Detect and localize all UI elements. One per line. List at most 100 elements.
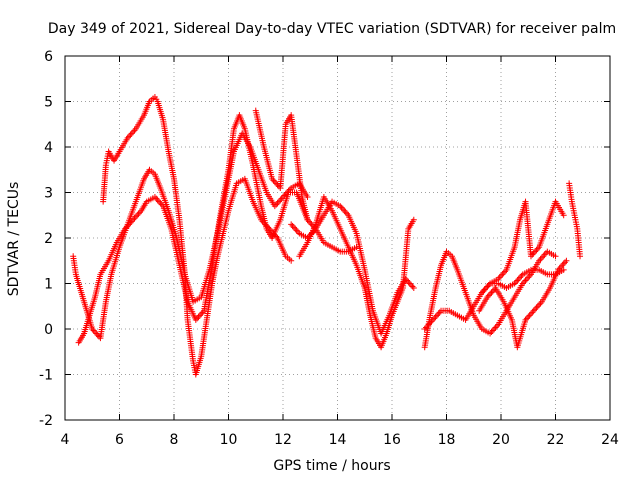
data-point (94, 332, 101, 339)
data-point (433, 312, 440, 319)
y-axis-label: SDTVAR / TECUs (6, 182, 22, 297)
data-point (307, 219, 314, 226)
series-track-k (566, 180, 584, 260)
chart-title: Day 349 of 2021, Sidereal Day-to-day VTE… (48, 21, 616, 37)
data-point (529, 309, 536, 316)
data-point (525, 313, 532, 320)
data-point (526, 312, 533, 319)
data-point (304, 194, 311, 201)
data-point (432, 313, 439, 320)
y-tick-label: 4 (44, 140, 53, 156)
data-point (425, 321, 432, 328)
data-point (562, 259, 569, 266)
data-point (91, 329, 98, 336)
data-point (274, 181, 281, 188)
data-point (132, 213, 139, 220)
y-tick-label: 2 (44, 231, 53, 247)
data-point (435, 310, 442, 317)
data-point (408, 282, 415, 289)
data-points (70, 93, 584, 378)
data-point (530, 250, 537, 257)
data-point (488, 329, 495, 336)
data-point (512, 278, 519, 285)
data-point (274, 200, 281, 207)
data-point (498, 272, 504, 279)
data-point (499, 271, 506, 278)
data-point (533, 247, 540, 254)
data-point (560, 266, 567, 273)
data-point (538, 254, 545, 261)
y-tick-label: 6 (44, 49, 53, 65)
series-track-b (100, 93, 295, 378)
x-tick-label: 18 (438, 432, 456, 448)
x-tick-label: 12 (274, 432, 292, 448)
data-point (514, 277, 521, 284)
data-point (338, 204, 345, 211)
data-point (288, 221, 295, 228)
data-point (128, 130, 135, 137)
x-tick-label: 22 (547, 432, 565, 448)
data-point (560, 260, 567, 267)
y-tick-label: -1 (39, 368, 53, 384)
y-tick-label: 3 (44, 186, 53, 202)
data-point (488, 289, 495, 296)
data-point (530, 307, 537, 314)
data-point (536, 301, 543, 308)
data-point (559, 262, 566, 269)
x-tick-label: 6 (115, 432, 124, 448)
data-point (157, 200, 164, 207)
series-track-d (252, 107, 360, 255)
data-point (532, 306, 539, 313)
data-point (515, 275, 522, 282)
data-point (485, 282, 492, 289)
y-tick-label: 0 (44, 322, 53, 338)
data-point (127, 131, 134, 138)
series-track-g (421, 248, 559, 351)
data-point (484, 283, 491, 290)
data-point (540, 253, 547, 260)
data-point (406, 280, 413, 287)
data-point (290, 224, 297, 231)
series-track-c (75, 112, 311, 346)
data-point (527, 310, 534, 317)
y-tick-label: 1 (44, 277, 53, 293)
data-point (522, 277, 529, 284)
data-point (481, 286, 488, 293)
data-point (410, 216, 417, 223)
data-point (294, 228, 301, 235)
grid (65, 56, 610, 420)
x-tick-label: 16 (383, 432, 401, 448)
data-point (271, 178, 278, 185)
data-point (153, 195, 160, 202)
data-point (130, 128, 137, 135)
data-point (409, 283, 416, 290)
data-point (563, 257, 570, 264)
data-point (552, 253, 559, 260)
data-point (557, 263, 564, 270)
data-point (289, 222, 296, 229)
data-point (525, 274, 532, 281)
x-tick-label: 10 (220, 432, 238, 448)
x-tick-label: 20 (492, 432, 510, 448)
data-point (292, 225, 299, 232)
data-point (483, 285, 490, 292)
x-tick-label: 8 (170, 432, 179, 448)
data-point (500, 269, 507, 276)
x-tick-label: 14 (329, 432, 347, 448)
data-point (286, 186, 293, 193)
x-tick-label: 4 (61, 432, 70, 448)
data-point (410, 285, 417, 292)
data-point (492, 324, 499, 331)
x-axis-label: GPS time / hours (273, 458, 390, 474)
series-track-i (478, 198, 567, 296)
data-point (491, 326, 498, 332)
data-point (431, 315, 438, 322)
data-point (533, 304, 540, 311)
x-tick-label: 24 (601, 432, 619, 448)
data-point (342, 209, 349, 216)
data-point (341, 207, 348, 214)
data-point (134, 212, 141, 219)
data-point (339, 206, 346, 213)
